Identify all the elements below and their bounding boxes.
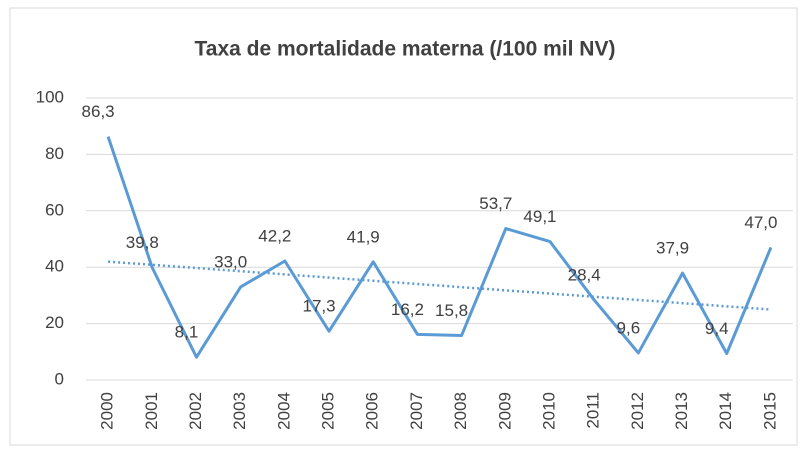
x-tick-label: 2000 <box>98 392 117 430</box>
x-tick-label: 2002 <box>186 392 205 430</box>
chart-title: Taxa de mortalidade materna (/100 mil NV… <box>195 38 616 61</box>
y-tick-label: 0 <box>55 369 64 388</box>
data-label: 42,2 <box>258 226 291 245</box>
x-tick-label: 2008 <box>451 392 470 430</box>
x-tick-label: 2010 <box>539 392 558 430</box>
data-label: 41,9 <box>347 227 380 246</box>
data-label: 9,6 <box>617 318 641 337</box>
data-label: 15,8 <box>435 301 468 320</box>
data-label: 37,9 <box>656 239 689 258</box>
data-label: 53,7 <box>479 194 512 213</box>
x-tick-label: 2009 <box>495 392 514 430</box>
x-tick-label: 2011 <box>584 392 603 429</box>
y-tick-label: 60 <box>45 200 64 219</box>
x-tick-label: 2001 <box>142 392 161 430</box>
data-label: 9,4 <box>705 319 729 338</box>
data-label: 47,0 <box>744 213 777 232</box>
y-tick-label: 40 <box>45 257 64 276</box>
x-tick-label: 2006 <box>363 392 382 430</box>
x-tick-label: 2004 <box>274 392 293 430</box>
series-line <box>106 136 773 359</box>
y-tick-label: 80 <box>45 144 64 163</box>
data-label: 86,3 <box>82 102 115 121</box>
trend-line <box>108 260 771 311</box>
data-label: 28,4 <box>568 265 601 284</box>
y-tick-label: 20 <box>45 313 64 332</box>
x-tick-label: 2014 <box>716 392 735 430</box>
data-label: 8,1 <box>175 323 199 342</box>
x-tick-label: 2003 <box>230 392 249 430</box>
x-tick-label: 2005 <box>319 392 338 430</box>
x-tick-label: 2012 <box>628 392 647 430</box>
chart-frame <box>9 7 798 446</box>
data-label: 33,0 <box>214 252 247 271</box>
x-tick-label: 2007 <box>407 392 426 430</box>
data-label: 17,3 <box>302 297 335 316</box>
y-tick-label: 100 <box>36 87 64 106</box>
x-tick-label: 2013 <box>672 392 691 430</box>
data-label: 39,8 <box>126 233 159 252</box>
data-label: 16,2 <box>391 300 424 319</box>
x-tick-label: 2015 <box>760 392 779 430</box>
data-label: 49,1 <box>523 207 556 226</box>
